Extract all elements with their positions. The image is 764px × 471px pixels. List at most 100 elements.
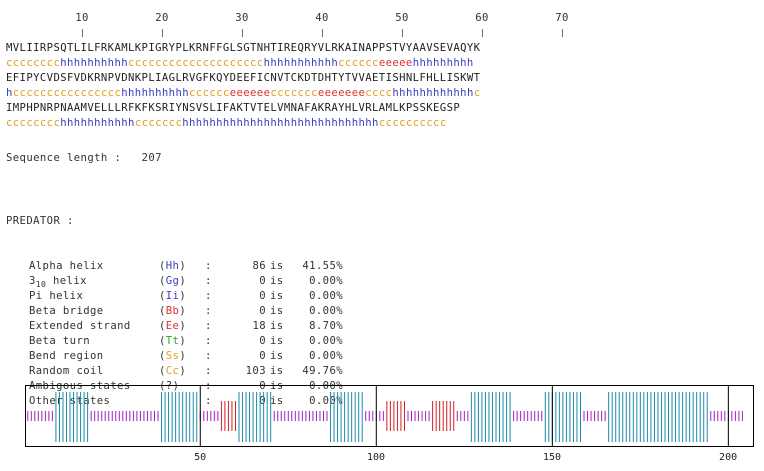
is-word: is	[270, 305, 284, 317]
state-name: 310 helix	[29, 274, 87, 292]
sequence-line: EFIPYCVDSFVDKRNPVDNKPLIAGLRVGFKQYDEEFICN…	[6, 72, 481, 84]
state-code: (Hh)	[159, 260, 187, 272]
state-percent: 0.00%	[309, 335, 343, 347]
state-percent: 0.00%	[309, 305, 343, 317]
state-code: (Ii)	[159, 290, 187, 302]
state-code: (Tt)	[159, 335, 187, 347]
separator: :	[205, 260, 212, 272]
state-name: Random coil	[29, 365, 104, 377]
ruler-label: 10	[75, 12, 89, 24]
structure-run-c: cccccccccc	[378, 117, 447, 129]
state-name: Alpha helix	[29, 260, 104, 272]
state-percent: 49.76%	[302, 365, 343, 377]
secondary-structure-chart	[27, 385, 743, 446]
state-count: 0	[259, 305, 266, 317]
separator: :	[205, 275, 212, 287]
ruler-label: 50	[395, 12, 409, 24]
state-count: 0	[259, 395, 266, 407]
ruler-tick	[82, 29, 83, 37]
structure-run-c: cccc	[365, 87, 393, 99]
state-code: (?)	[159, 380, 180, 392]
structure-run-c: ccccccc	[270, 87, 318, 99]
state-name-tail: helix	[46, 275, 87, 287]
is-word: is	[270, 335, 284, 347]
structure-run-e: eeeee	[378, 57, 413, 69]
separator: :	[205, 290, 212, 302]
state-code: (Cc)	[159, 365, 187, 377]
ruler-label: 70	[555, 12, 569, 24]
separator: :	[205, 395, 212, 407]
state-count: 0	[259, 290, 266, 302]
state-percent: 0.00%	[309, 290, 343, 302]
separator: :	[205, 335, 212, 347]
state-name: Bend region	[29, 350, 104, 362]
structure-line: cccccccchhhhhhhhhhhccccccchhhhhhhhhhhhhh…	[6, 116, 481, 131]
state-percent: 41.55%	[302, 260, 343, 272]
x-tick-label: 50	[194, 452, 207, 463]
predator-rows: Alpha helix (Hh): 86 is 41.55% 310 helix (Gg):…	[6, 259, 343, 409]
x-tick-label: 100	[366, 452, 386, 463]
state-code: (Ss)	[159, 350, 187, 362]
state-percent: 8.70%	[309, 320, 343, 332]
structure-run-c: ccccccc	[134, 117, 183, 129]
ruler-tick	[562, 29, 563, 37]
ruler-label: 20	[155, 12, 169, 24]
state-name: Extended strand	[29, 320, 131, 332]
structure-run-c: cccccccc	[6, 117, 61, 129]
predator-row: Alpha helix (Hh): 86 is 41.55%	[6, 259, 343, 274]
separator: :	[205, 305, 212, 317]
state-count: 0	[259, 350, 266, 362]
state-percent: 0.00%	[309, 380, 343, 392]
ruler-tick	[402, 29, 403, 37]
sequence-line: MVLIIRPSQTLILFRKAMLKPIGRYPLKRNFFGLSGTNHT…	[6, 42, 481, 54]
state-count: 0	[259, 380, 266, 392]
ruler-tick	[322, 29, 323, 37]
separator: :	[205, 365, 212, 377]
separator: :	[205, 320, 212, 332]
structure-run-h: hhhhhhhhhhh	[263, 57, 339, 69]
predator-summary: PREDATOR : Alpha helix (Hh):86 is 41.55% 310…	[6, 184, 343, 424]
predator-title: PREDATOR :	[6, 215, 74, 227]
state-percent: 0.00%	[309, 350, 343, 362]
ruler-label: 60	[475, 12, 489, 24]
state-name: Ambigous states	[29, 380, 131, 392]
state-code: (Ee)	[159, 320, 187, 332]
sequence-block: MVLIIRPSQTLILFRKAMLKPIGRYPLKRNFFGLSGTNHT…	[6, 41, 481, 131]
ruler-tick	[482, 29, 483, 37]
state-name: Beta turn	[29, 335, 91, 347]
predator-row: Random coil (Cc): 103 is 49.76%	[6, 364, 343, 379]
is-word: is	[270, 320, 284, 332]
predator-row: Beta turn (Tt): 0 is 0.00%	[6, 334, 343, 349]
state-code: (Bb)	[159, 305, 187, 317]
is-word: is	[270, 395, 284, 407]
state-count: 0	[259, 275, 266, 287]
x-tick-label: 200	[719, 452, 738, 463]
structure-line: cccccccchhhhhhhhhhcccccccccccccccccccchh…	[6, 56, 481, 71]
structure-run-c: cccccccccccccccc	[12, 87, 122, 99]
state-name-base: 3	[29, 275, 36, 287]
state-name: Other states	[29, 395, 111, 407]
state-count: 18	[252, 320, 266, 332]
structure-run-h: hhhhhhhhhhhh	[392, 87, 474, 99]
structure-run-e: eeeeee	[229, 87, 271, 99]
is-word: is	[270, 275, 284, 287]
structure-run-c: cccccc	[189, 87, 230, 99]
sequence-length: Sequence length : 207	[6, 151, 162, 166]
structure-run-c: cccccc	[338, 57, 379, 69]
structure-run-c: cccccccccccccccccccc	[128, 57, 264, 69]
separator: :	[205, 380, 212, 392]
structure-line: hcccccccccccccccchhhhhhhhhhcccccceeeeeec…	[6, 86, 481, 101]
secondary-structure-chart-frame	[25, 385, 754, 447]
predator-row: Bend region (Ss): 0 is 0.00%	[6, 349, 343, 364]
structure-run-c: cccccccc	[6, 57, 61, 69]
state-count: 0	[259, 335, 266, 347]
x-tick-label: 150	[543, 452, 562, 463]
sequence-line: IMPHPNRPNAAMVELLLRFKFKSRIYNSVSLIFAKTVTEL…	[6, 102, 461, 114]
ruler-tick	[242, 29, 243, 37]
structure-run-e: eeeeeee	[317, 87, 366, 99]
is-word: is	[270, 350, 284, 362]
state-name-subscript: 10	[35, 280, 47, 290]
structure-run-h: hhhhhhhhhh	[121, 87, 190, 99]
predator-row: Pi helix (Ii): 0 is 0.00%	[6, 289, 343, 304]
ruler-tick	[162, 29, 163, 37]
